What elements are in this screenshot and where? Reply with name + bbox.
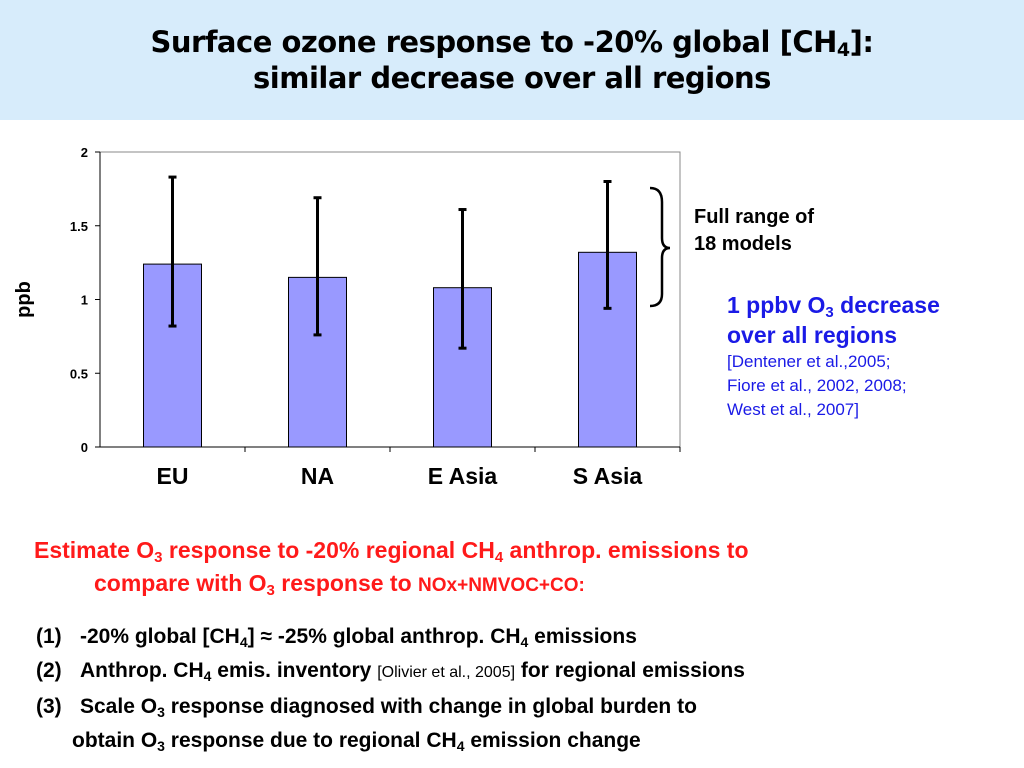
decrease-annotation-line-2: over all regions — [727, 322, 898, 348]
range-brace — [649, 186, 671, 308]
reference-line-3: West et al., 2007] — [727, 400, 859, 419]
decrease-annotation: 1 ppbv O3 decrease over all regions [Den… — [727, 290, 1017, 422]
x-category-label: EU — [157, 463, 189, 489]
y-tick-label: 2 — [81, 145, 88, 160]
method-steps: (1) -20% global [CH4] ≈ -25% global anth… — [36, 620, 1016, 758]
title-banner: Surface ozone response to -20% global [C… — [0, 0, 1024, 120]
decrease-annotation-line-1: 1 ppbv O3 decrease — [727, 292, 940, 321]
step-3-continued: obtain O3 response due to regional CH4 e… — [72, 729, 641, 754]
range-annotation-line-2: 18 models — [694, 233, 792, 255]
chart-error-bars — [168, 175, 612, 350]
step-3: (3) Scale O3 response diagnosed with cha… — [36, 695, 697, 720]
chart-labels: 0 0.5 1 1.5 2 ppb EU NA E Asia S Asia — [13, 145, 642, 489]
x-category-label: S Asia — [573, 463, 643, 489]
y-axis-label: ppb — [13, 281, 35, 318]
brace-shape — [649, 186, 671, 308]
reference-line-1: [Dentener et al.,2005; — [727, 352, 891, 371]
step-2: (2) Anthrop. CH4 emis. inventory [Olivie… — [36, 659, 745, 684]
y-tick-label: 1.5 — [70, 219, 88, 234]
x-category-label: NA — [301, 463, 334, 489]
reference-line-2: Fiore et al., 2002, 2008; — [727, 376, 907, 395]
range-annotation-line-1: Full range of — [694, 206, 814, 228]
step-1: (1) -20% global [CH4] ≈ -25% global anth… — [36, 625, 637, 650]
bar-e-asia — [433, 287, 492, 448]
y-tick-label: 0.5 — [70, 366, 88, 381]
y-tick-label: 0 — [81, 440, 88, 455]
chart-bars — [143, 251, 637, 448]
page-title-line-1: Surface ozone response to -20% global [C… — [150, 25, 874, 61]
range-annotation: Full range of 18 models — [694, 204, 864, 258]
bar-chart: 0 0.5 1 1.5 2 ppb EU NA E Asia S Asia — [13, 145, 681, 489]
estimate-heading: Estimate O3 response to -20% regional CH… — [34, 537, 749, 599]
x-category-label: E Asia — [428, 463, 498, 489]
y-tick-label: 1 — [81, 293, 88, 308]
page-title-line-2: similar decrease over all regions — [253, 61, 771, 95]
